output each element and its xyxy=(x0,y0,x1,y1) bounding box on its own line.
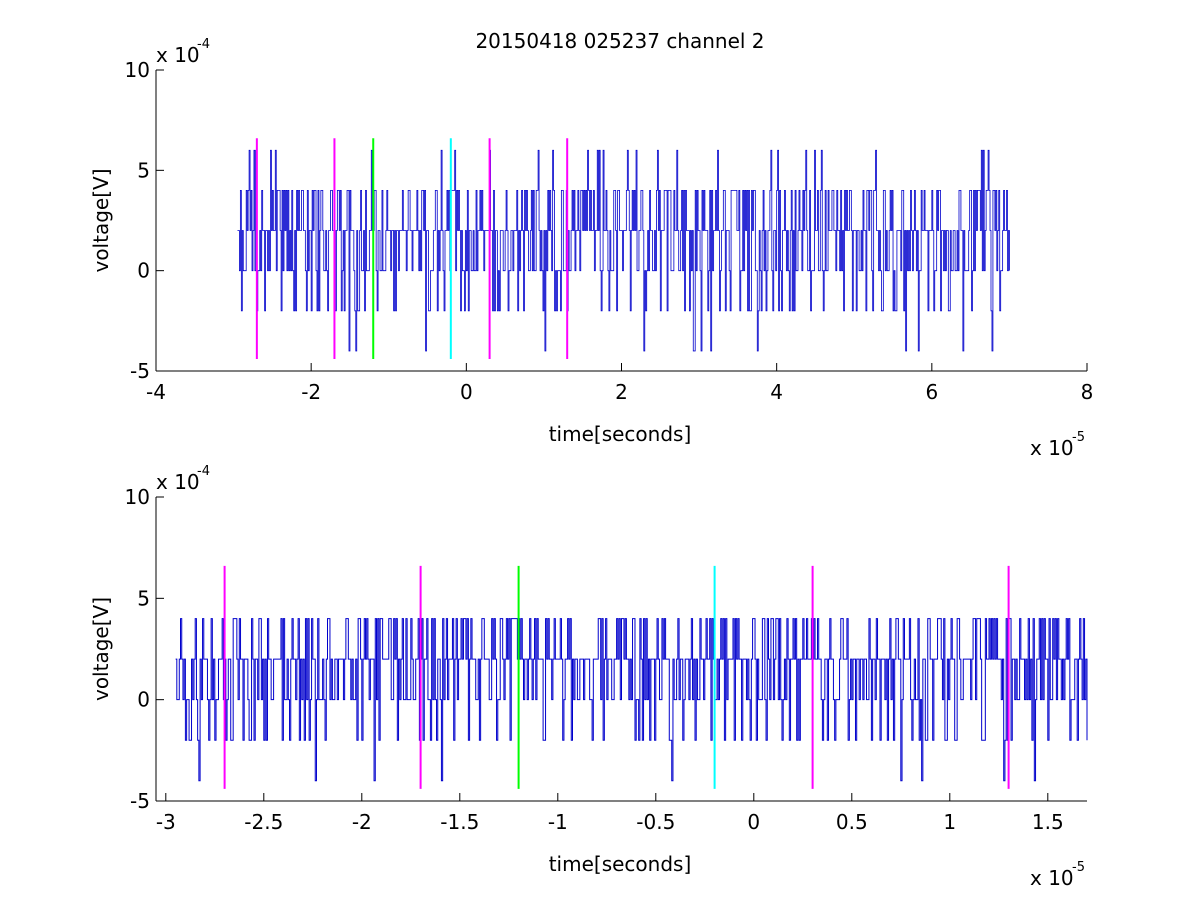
x-tick-label: 0 xyxy=(747,810,760,834)
signal-trace xyxy=(237,149,1010,352)
top-x-multiplier: x 10 -5 xyxy=(1030,430,1085,460)
top-x-ticks: -4 -2 0 2 4 6 8 xyxy=(146,363,1093,404)
top-y-axis-label: voltage[V] xyxy=(89,168,113,272)
x-tick-label: -0.5 xyxy=(636,810,675,834)
top-y-ticks: -5 0 5 10 xyxy=(125,58,164,383)
x-tick-label: 6 xyxy=(925,380,938,404)
y-tick-label: 5 xyxy=(137,586,150,610)
top-plot-area xyxy=(237,138,1010,359)
top-y-multiplier: x 10 -4 xyxy=(156,37,210,67)
x-tick-label: -2.5 xyxy=(244,810,283,834)
bottom-y-multiplier-exponent: -4 xyxy=(197,464,210,479)
x-tick-label: 2 xyxy=(615,380,628,404)
top-y-multiplier-base: x 10 xyxy=(156,43,200,67)
bottom-x-ticks: -3 -2.5 -2 -1.5 -1 -0.5 0 0.5 1 1.5 xyxy=(156,793,1064,834)
x-tick-label: -3 xyxy=(156,810,176,834)
x-tick-label: -4 xyxy=(146,380,166,404)
bottom-y-axis-label: voltage[V] xyxy=(89,597,113,701)
x-tick-label: 0.5 xyxy=(836,810,868,834)
bottom-y-multiplier: x 10 -4 xyxy=(156,464,210,494)
top-x-multiplier-exponent: -5 xyxy=(1072,430,1085,445)
top-x-axis-label: time[seconds] xyxy=(549,422,692,446)
signal-trace xyxy=(175,618,1088,782)
y-tick-label: -5 xyxy=(130,789,150,813)
bottom-y-ticks: -5 0 5 10 xyxy=(125,485,164,813)
bottom-x-axis-label: time[seconds] xyxy=(549,852,692,876)
x-tick-label: 0 xyxy=(460,380,473,404)
x-tick-label: -1 xyxy=(548,810,568,834)
y-tick-label: 5 xyxy=(137,158,150,182)
y-tick-label: 10 xyxy=(125,485,150,509)
y-tick-label: 0 xyxy=(137,688,150,712)
top-x-multiplier-base: x 10 xyxy=(1030,436,1074,460)
x-tick-label: -2 xyxy=(301,380,321,404)
bottom-subplot: -3 -2.5 -2 -1.5 -1 -0.5 0 0.5 1 1.5 -5 0 5 10 time[s… xyxy=(89,464,1088,890)
x-tick-label: 4 xyxy=(770,380,783,404)
x-tick-label: 1 xyxy=(943,810,956,834)
x-tick-label: -1.5 xyxy=(440,810,479,834)
top-y-multiplier-exponent: -4 xyxy=(197,37,210,52)
bottom-y-multiplier-base: x 10 xyxy=(156,470,200,494)
x-tick-label: 8 xyxy=(1081,380,1094,404)
x-tick-label: -2 xyxy=(352,810,372,834)
y-tick-label: 10 xyxy=(125,58,150,82)
bottom-plot-area xyxy=(175,565,1088,789)
y-tick-label: -5 xyxy=(130,359,150,383)
chart-title: 20150418 025237 channel 2 xyxy=(475,29,764,53)
bottom-x-multiplier: x 10 -5 xyxy=(1030,860,1085,890)
bottom-x-multiplier-base: x 10 xyxy=(1030,866,1074,890)
y-tick-label: 0 xyxy=(137,259,150,283)
x-tick-label: 1.5 xyxy=(1032,810,1064,834)
top-subplot: 20150418 025237 channel 2 -4 -2 0 2 4 6 8 -5 0 5… xyxy=(89,29,1093,460)
bottom-x-multiplier-exponent: -5 xyxy=(1072,860,1085,875)
